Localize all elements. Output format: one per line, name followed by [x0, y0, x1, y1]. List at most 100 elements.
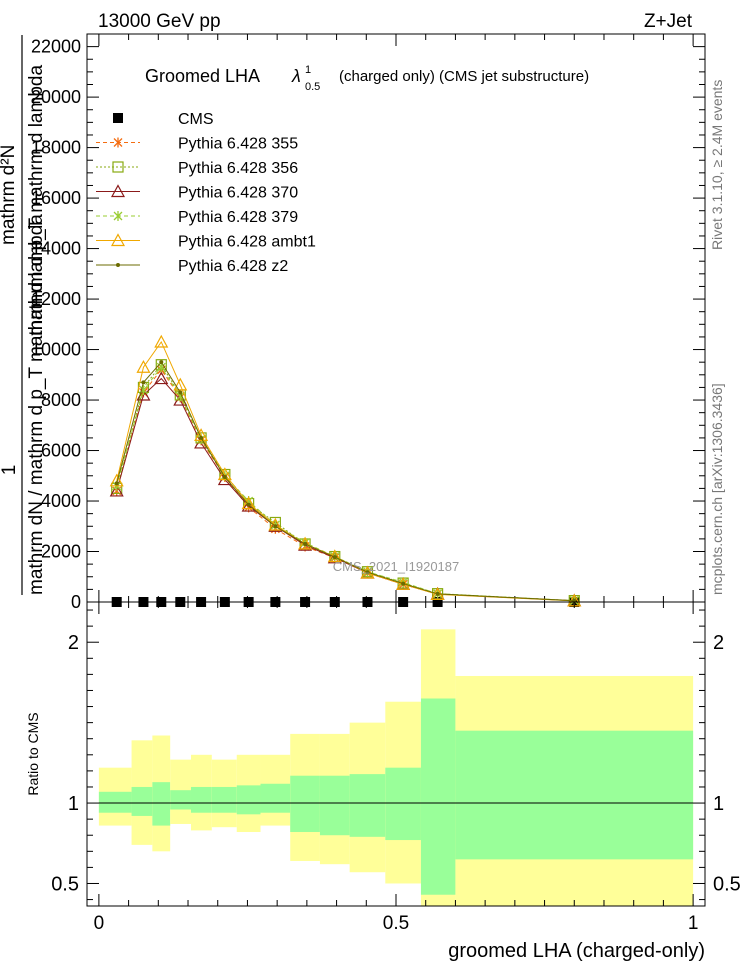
legend-item-pythia-6-428-z2: Pythia 6.428 z2: [96, 258, 288, 275]
ratio-bands: [98, 629, 694, 906]
title-suffix: (charged only) (CMS jet substructure): [339, 68, 589, 85]
ratio-inner-band: [420, 698, 456, 895]
series-line: [116, 366, 575, 602]
ratio-inner-band: [349, 774, 386, 837]
rivet-label: Rivet 3.1.10, ≥ 2.4M events: [709, 80, 725, 250]
y-tick-label: 16000: [31, 188, 81, 208]
y-label-denominator: mathrm dN / mathrm d p_T mathrm d lambda: [26, 214, 47, 595]
chart-title: Groomed LHA: [145, 66, 260, 86]
series-line: [116, 340, 575, 602]
legend-marker: [113, 113, 123, 123]
legend-marker: [113, 137, 123, 148]
ratio-inner-band: [385, 767, 421, 841]
main-plot-frame: [86, 33, 706, 603]
y-tick-label: 2000: [41, 542, 81, 562]
legend-item-pythia-6-428-ambt1: Pythia 6.428 ambt1: [96, 233, 316, 251]
ratio-inner-band: [290, 775, 320, 833]
data-point: [141, 380, 146, 385]
legend-label: Pythia 6.428 z2: [178, 258, 288, 275]
ratio-inner-band: [190, 786, 212, 813]
series-line: [116, 361, 575, 602]
legend-item-cms: CMS: [113, 111, 214, 128]
x-tick-label: 1: [688, 913, 699, 934]
ratio-inner-band: [170, 790, 191, 810]
data-point: [435, 591, 440, 596]
data-point: [159, 360, 164, 365]
x-axis-label: groomed LHA (charged-only): [448, 940, 705, 962]
ratio-inner-band: [152, 782, 171, 826]
y-tick-label: 18000: [31, 138, 81, 158]
data-point: [268, 519, 283, 532]
legend-marker: [110, 184, 126, 198]
ratio-y-tick-label-right: 0.5: [713, 873, 741, 895]
ratio-inner-band: [455, 730, 694, 860]
data-point: [246, 502, 251, 507]
data-point: [109, 473, 124, 487]
series-pythia-6-428-z2: [114, 360, 577, 603]
y-tick-label: 10000: [31, 340, 81, 360]
main-y-axis-label: 1 mathrm dN / mathrm d p_T mathrm d lamb…: [0, 35, 47, 595]
ratio-y-label: Ratio to CMS: [25, 712, 41, 795]
legend: CMS Pythia 6.428 355 Pythia 6.428 356 Pythi…: [96, 111, 316, 275]
ratio-y-axis: 0.5 0.5 1 1 2 2: [51, 609, 741, 901]
main-plot-panel: 0 2000 4000 6000 8000 10000 12000 14000 16000 180…: [31, 33, 706, 612]
ratio-inner-band: [131, 786, 153, 816]
data-point: [365, 570, 370, 575]
ratio-y-tick-label: 1: [68, 793, 79, 815]
mcplots-label: mcplots.cern.ch [arXiv:1306.3436]: [709, 383, 725, 595]
ratio-x-axis: 0 0.5 1: [94, 602, 699, 934]
y-tick-label: 8000: [41, 390, 81, 410]
ratio-y-tick-label: 0.5: [51, 873, 79, 895]
y-label-overlay-numerator: mathrm d²N: [0, 145, 19, 245]
y-label-overlay-denominator: mathrm d p_T mathrm d lambda: [26, 65, 47, 336]
header-left: 13000 GeV pp: [98, 11, 221, 32]
data-point: [327, 550, 342, 564]
y-tick-label: 12000: [31, 289, 81, 309]
legend-marker: [113, 211, 123, 221]
legend-item-pythia-6-428-356: Pythia 6.428 356: [96, 160, 298, 177]
data-point: [194, 428, 209, 441]
data-point: [154, 334, 169, 348]
data-point: [401, 581, 406, 586]
legend-label: Pythia 6.428 379: [178, 209, 298, 226]
data-point: [360, 565, 375, 579]
ratio-inner-band: [236, 785, 261, 815]
ratio-y-tick-label-right: 2: [713, 632, 724, 654]
y-tick-label: 20000: [31, 87, 81, 107]
ratio-plot-panel: 0.5 0.51 12 2 0 0.5 1 Ratio to CMS groomed LH…: [25, 601, 741, 962]
x-tick-label: 0.5: [383, 913, 409, 934]
legend-label: Pythia 6.428 ambt1: [178, 234, 316, 251]
legend-label: Pythia 6.428 356: [178, 160, 298, 177]
data-point: [173, 377, 188, 391]
title-lambda-superscript: 1: [305, 64, 311, 76]
y-tick-label: 14000: [31, 239, 81, 259]
legend-marker: [116, 263, 120, 267]
data-point: [178, 390, 183, 395]
ratio-inner-band: [319, 775, 350, 836]
data-point: [396, 577, 411, 590]
data-point: [332, 555, 337, 560]
legend-label: Pythia 6.428 370: [178, 185, 298, 202]
series-pythia-6-428-ambt1: [109, 334, 582, 607]
analysis-watermark: CMS_2021_I1920187: [333, 559, 460, 574]
data-point: [222, 475, 227, 480]
data-point: [114, 481, 119, 486]
ratio-inner-band: [260, 783, 291, 813]
data-point: [136, 359, 151, 373]
ratio-inner-band: [98, 791, 132, 813]
y-tick-label: 4000: [41, 491, 81, 511]
data-point: [268, 517, 283, 531]
y-tick-label: 22000: [31, 37, 81, 57]
data-point: [273, 524, 278, 529]
legend-item-pythia-6-428-370: Pythia 6.428 370: [96, 184, 298, 202]
legend-label: Pythia 6.428 355: [178, 136, 298, 153]
title-lambda-subscript: 0.5: [305, 81, 320, 93]
legend-marker: [112, 161, 124, 173]
header-right: Z+Jet: [644, 11, 693, 32]
x-tick-label: 0: [94, 913, 105, 934]
data-point: [199, 435, 204, 440]
ratio-y-tick-label-right: 1: [713, 793, 724, 815]
legend-item-pythia-6-428-355: Pythia 6.428 355: [96, 136, 298, 153]
y-tick-label: 6000: [41, 441, 81, 461]
